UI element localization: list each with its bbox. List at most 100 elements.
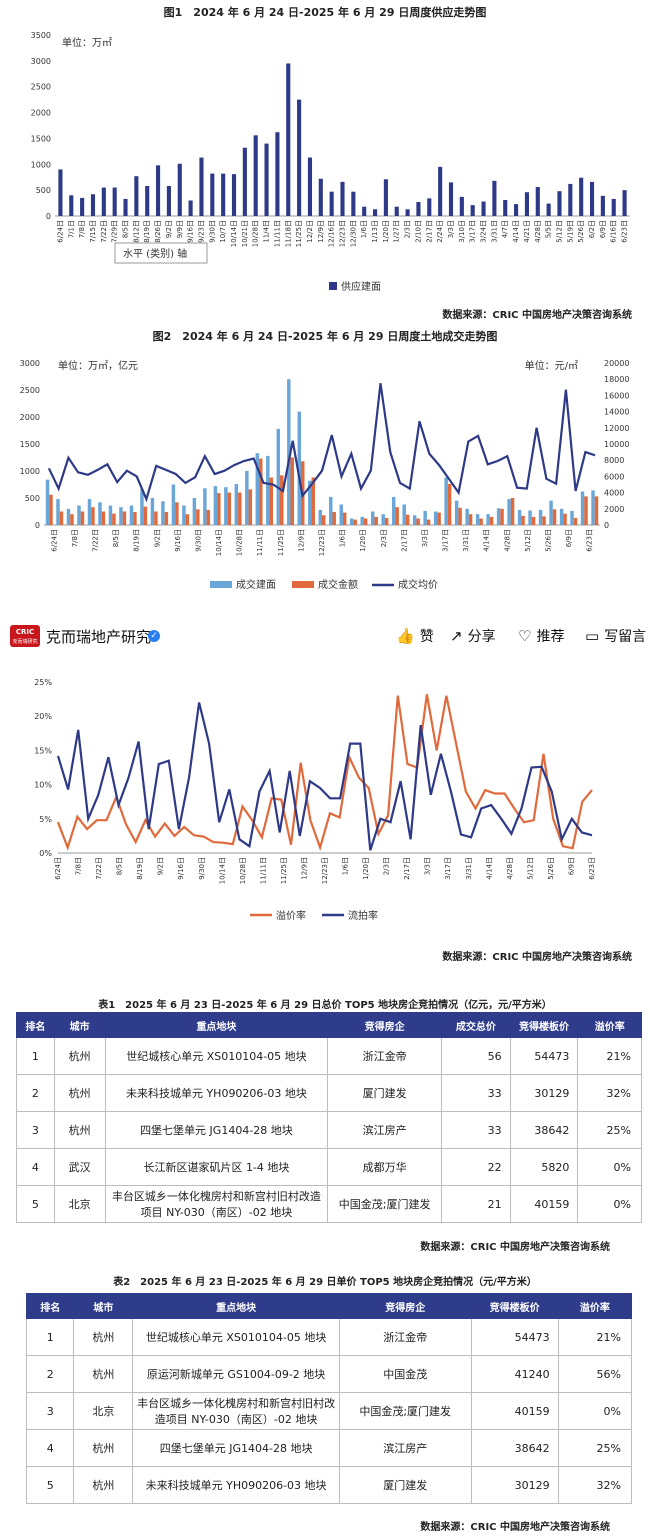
amount-bar xyxy=(447,483,452,525)
header-cell: 城市 xyxy=(53,1012,106,1038)
supply-bar xyxy=(535,187,540,216)
x-tick-label: 1/13日 xyxy=(371,220,379,243)
x-tick-label: 12/23日 xyxy=(321,857,329,884)
x-tick-label: 5/26日 xyxy=(547,857,555,880)
supply-bar xyxy=(372,209,378,216)
amount-bar xyxy=(395,507,399,525)
area-bar xyxy=(266,455,270,525)
x-tick-label: 6/9日 xyxy=(565,529,573,547)
table-cell: 21% xyxy=(577,1037,642,1075)
like-label: 赞 xyxy=(419,629,434,645)
x-tick-label: 4/14日 xyxy=(512,220,520,243)
amount-bar xyxy=(133,512,137,525)
supply-bar xyxy=(307,157,313,216)
account-name[interactable]: 克而瑞地产研究 xyxy=(46,628,152,646)
area-bar xyxy=(213,486,218,525)
x-tick-label: 10/28日 xyxy=(239,857,247,884)
table-cell: 中国金茂 xyxy=(338,1355,472,1393)
y2-tick-label: 0 xyxy=(604,521,609,530)
x-tick-label: 12/9日 xyxy=(297,529,305,552)
amount-bar xyxy=(143,506,148,525)
amount-bar xyxy=(122,511,127,525)
area-bar xyxy=(486,514,490,525)
x-tick-label: 10/21日 xyxy=(241,220,249,247)
x-tick-label: 6/9日 xyxy=(567,857,575,875)
y-tick-label: 1500 xyxy=(20,440,40,449)
table-cell: 滨江房产 xyxy=(338,1429,472,1467)
area-bar xyxy=(475,514,480,525)
header-cell: 竞得房企 xyxy=(327,1012,443,1038)
legend-label: 成交建面 xyxy=(236,578,276,591)
y-tick-label: 1000 xyxy=(31,160,51,169)
like-button[interactable]: 👍 赞 xyxy=(396,626,434,646)
area-bar xyxy=(350,518,354,525)
table-cell: 0% xyxy=(577,1148,642,1186)
x-tick-label: 7/22日 xyxy=(100,220,108,243)
amount-bar xyxy=(521,515,525,525)
table-cell: 北京 xyxy=(73,1392,134,1430)
y-tick-label: 2500 xyxy=(20,386,40,395)
amount-bar xyxy=(405,514,410,525)
table-cell: 杭州 xyxy=(53,1074,106,1112)
supply-bar xyxy=(210,173,215,216)
failure-rate-line xyxy=(56,702,593,851)
cric-logo[interactable]: CRIC 克而瑞研究 xyxy=(10,625,40,647)
amount-bar xyxy=(91,507,95,525)
y-tick-label: 2000 xyxy=(31,109,51,118)
y2-tick-label: 6000 xyxy=(604,472,624,481)
x-tick-label: 7/8日 xyxy=(78,220,86,238)
x-tick-label: 1/6日 xyxy=(360,220,368,238)
comment-icon: ▭ xyxy=(585,627,600,645)
y2-tick-label: 18000 xyxy=(604,375,629,384)
area-bar xyxy=(465,508,469,525)
comment-button[interactable]: ▭ 写留言 xyxy=(585,626,646,646)
x-tick-label: 5/26日 xyxy=(545,529,553,552)
legend-swatch xyxy=(329,282,337,290)
x-tick-label: 1/20日 xyxy=(359,529,367,552)
premium-rate-chart: 0% 5% 10% 15% 20% 25% 6/24日 7/8日 7/22日 8/5日 8/19日 9… xyxy=(34,678,596,922)
supply-bar xyxy=(427,198,432,216)
area-bar xyxy=(329,496,333,525)
header-cell: 竞得楼板价 xyxy=(470,1293,559,1319)
supply-bar xyxy=(156,165,161,216)
x-tick-label: 9/30日 xyxy=(198,857,206,880)
supply-bar xyxy=(459,196,464,216)
supply-bar xyxy=(199,157,204,216)
amount-bar xyxy=(542,516,546,525)
area-bar xyxy=(549,500,553,525)
x-tick-label: 2/10日 xyxy=(414,220,422,243)
area-bar xyxy=(287,379,291,525)
x-tick-label: 9/16日 xyxy=(187,220,195,243)
premium-rate-line xyxy=(56,694,593,852)
amount-bar xyxy=(458,507,462,525)
thumbs-up-icon: 👍 xyxy=(396,627,415,645)
amount-bar xyxy=(70,514,74,525)
logo-sub: 克而瑞研究 xyxy=(12,639,38,645)
area-bar xyxy=(98,502,102,525)
amount-bar xyxy=(468,514,473,525)
x-tick-label: 8/19日 xyxy=(143,220,151,243)
x-tick-label: 6/2日 xyxy=(588,220,596,238)
share-button[interactable]: ↗ 分享 xyxy=(450,626,496,646)
supply-bar xyxy=(524,192,529,216)
supply-bar xyxy=(275,132,280,216)
recommend-button[interactable]: ♡ 推荐 xyxy=(518,626,564,646)
legend-label: 供应建面 xyxy=(341,280,381,293)
supply-bar xyxy=(286,63,291,216)
x-tick-label: 7/22日 xyxy=(95,857,103,880)
table-row: 1 杭州 世纪城核心单元 XS010104-05 地块 浙江金帝 54473 21% xyxy=(25,1318,633,1356)
amount-bar xyxy=(479,518,483,525)
x-tick-label: 10/28日 xyxy=(252,220,260,247)
axis-tooltip-text: 水平 (类别) 轴 xyxy=(123,247,187,260)
x-tick-label: 3/17日 xyxy=(469,220,477,243)
legend-label: 成交均价 xyxy=(398,578,438,591)
x-tick-label: 7/15日 xyxy=(89,220,97,243)
x-tick-label: 5/5日 xyxy=(545,220,553,238)
x-tick-label: 11/18日 xyxy=(284,220,292,247)
supply-bar xyxy=(166,186,171,216)
header-cell: 溢价率 xyxy=(557,1293,633,1319)
amount-bar xyxy=(112,513,116,525)
table-cell: 3 xyxy=(25,1392,75,1430)
amount-bar xyxy=(49,494,53,525)
table-cell: 杭州 xyxy=(53,1111,106,1149)
